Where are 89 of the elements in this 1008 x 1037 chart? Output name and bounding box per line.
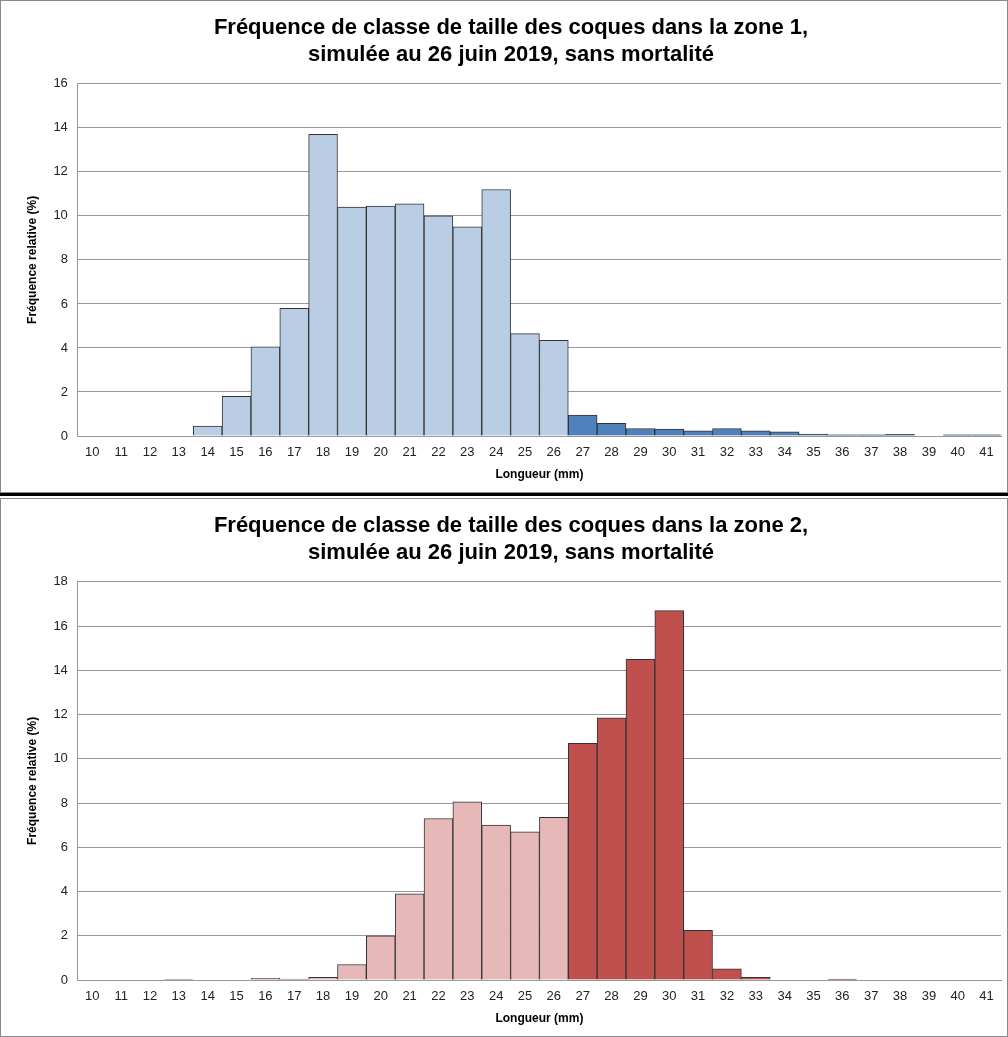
- y-tick-label: 8: [60, 251, 68, 267]
- x-tick-label: 34: [777, 444, 792, 460]
- x-axis-title: Longueur (mm): [495, 467, 584, 482]
- x-tick-label: 40: [950, 988, 965, 1004]
- y-tick-label: 14: [53, 661, 68, 677]
- y-tick-label: 6: [60, 295, 68, 311]
- y-tick-label: 0: [60, 971, 68, 987]
- x-tick-label: 11: [114, 444, 128, 460]
- x-tick-label: 41: [979, 988, 994, 1004]
- x-tick-label: 15: [229, 988, 244, 1004]
- x-tick-label: 27: [575, 444, 590, 460]
- x-tick-label: 39: [921, 444, 937, 460]
- x-tick-label: 31: [690, 988, 706, 1004]
- x-tick-label: 11: [114, 988, 128, 1004]
- x-tick-label: 38: [892, 988, 908, 1004]
- chart-title: Fréquence de classe de taille des coques dans la zone 1, simulée au 26 juin 2019, sans mortalité: [213, 14, 809, 66]
- x-tick-label: 39: [921, 988, 937, 1004]
- x-tick-label: 24: [488, 988, 504, 1004]
- x-tick-label: 12: [142, 444, 158, 460]
- x-tick-label: 16: [258, 444, 273, 460]
- y-tick-label: 10: [53, 207, 68, 223]
- y-tick-label: 12: [53, 706, 68, 722]
- x-tick-label: 32: [719, 444, 735, 460]
- y-axis-title: Fréquence relative (%): [24, 716, 39, 845]
- x-tick-label: 31: [690, 444, 706, 460]
- x-tick-label: 22: [431, 988, 446, 1004]
- y-tick-label: 2: [60, 383, 68, 399]
- x-tick-label: 13: [171, 444, 187, 460]
- x-tick-label: 29: [633, 988, 648, 1004]
- x-tick-label: 23: [460, 444, 475, 460]
- x-tick-label: 18: [315, 444, 331, 460]
- x-tick-label: 32: [719, 988, 735, 1004]
- x-tick-label: 16: [258, 988, 273, 1004]
- x-tick-label: 20: [373, 988, 388, 1004]
- x-tick-label: 26: [546, 988, 562, 1004]
- y-tick-label: 16: [53, 75, 68, 91]
- x-tick-label: 30: [662, 988, 677, 1004]
- x-tick-label: 21: [402, 988, 417, 1004]
- x-tick-label: 17: [286, 988, 302, 1004]
- y-axis-title: Fréquence relative (%): [24, 195, 39, 324]
- x-tick-label: 36: [835, 988, 850, 1004]
- y-tick-label: 18: [53, 573, 68, 589]
- y-tick-label: 14: [53, 119, 68, 135]
- x-tick-label: 34: [777, 988, 792, 1004]
- x-tick-label: 23: [460, 988, 475, 1004]
- x-tick-label: 28: [604, 444, 619, 460]
- y-tick-label: 4: [60, 339, 68, 355]
- x-tick-label: 33: [748, 444, 764, 460]
- x-tick-label: 19: [344, 988, 360, 1004]
- y-tick-label: 16: [53, 617, 68, 633]
- x-axis-title: Longueur (mm): [495, 1011, 584, 1026]
- x-tick-label: 36: [835, 444, 850, 460]
- x-tick-label: 37: [863, 988, 879, 1004]
- x-tick-label: 10: [85, 988, 100, 1004]
- x-tick-label: 20: [373, 444, 388, 460]
- x-tick-label: 25: [517, 444, 533, 460]
- x-tick-label: 10: [85, 444, 100, 460]
- x-tick-label: 35: [806, 444, 821, 460]
- chart-title: Fréquence de classe de taille des coques dans la zone 2, simulée au 26 juin 2019, sans mortalité: [213, 512, 809, 564]
- x-tick-label: 41: [979, 444, 994, 460]
- x-tick-label: 37: [863, 444, 879, 460]
- x-tick-label: 15: [229, 444, 244, 460]
- x-tick-label: 29: [633, 444, 648, 460]
- x-tick-label: 12: [142, 988, 158, 1004]
- x-tick-label: 14: [200, 988, 215, 1004]
- x-tick-label: 22: [431, 444, 446, 460]
- x-tick-label: 38: [892, 444, 908, 460]
- x-tick-label: 26: [546, 444, 562, 460]
- x-tick-label: 21: [402, 444, 417, 460]
- y-tick-label: 6: [60, 838, 68, 854]
- x-tick-label: 30: [662, 444, 677, 460]
- x-tick-label: 40: [950, 444, 965, 460]
- y-tick-label: 12: [53, 163, 68, 179]
- x-tick-label: 13: [171, 988, 187, 1004]
- y-tick-label: 8: [60, 794, 68, 810]
- x-tick-label: 24: [488, 444, 504, 460]
- x-tick-label: 14: [200, 444, 215, 460]
- y-tick-label: 2: [60, 927, 68, 943]
- y-tick-label: 4: [60, 883, 68, 899]
- x-tick-label: 17: [286, 444, 302, 460]
- y-tick-label: 0: [60, 427, 68, 443]
- x-tick-label: 19: [344, 444, 360, 460]
- x-tick-label: 25: [517, 988, 533, 1004]
- x-tick-label: 27: [575, 988, 590, 1004]
- x-tick-label: 35: [806, 988, 821, 1004]
- x-tick-label: 33: [748, 988, 764, 1004]
- x-tick-label: 28: [604, 988, 619, 1004]
- x-tick-label: 18: [315, 988, 331, 1004]
- y-tick-label: 10: [53, 750, 68, 766]
